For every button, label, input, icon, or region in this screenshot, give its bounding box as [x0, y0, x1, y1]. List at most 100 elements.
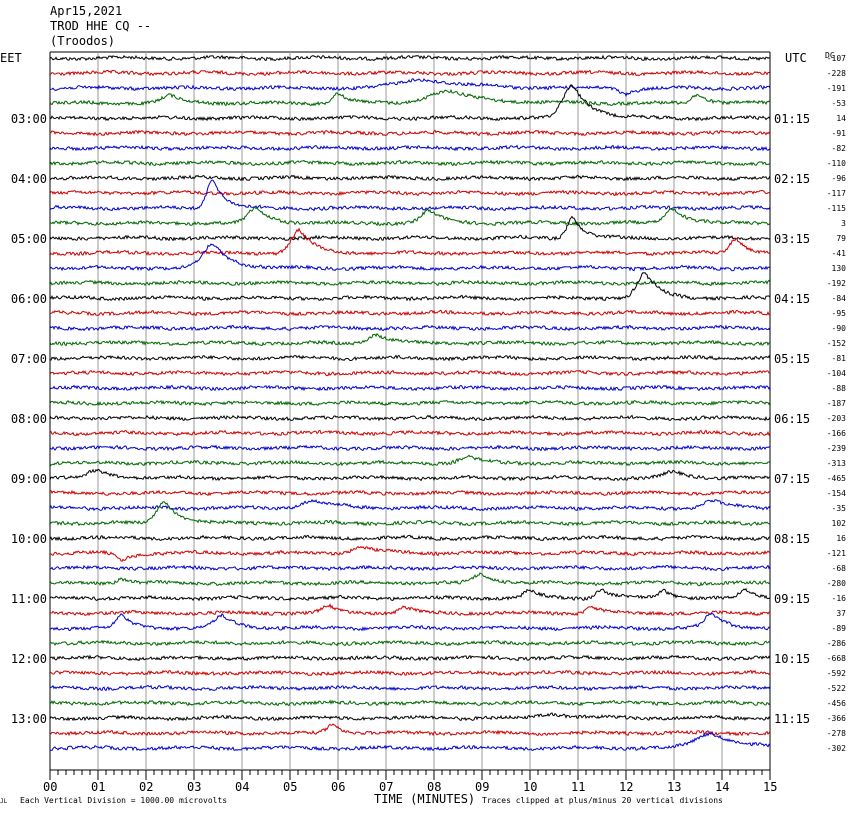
dc-offset-label: -522 — [827, 684, 846, 693]
x-tick-label: 13 — [667, 780, 681, 794]
trace-line — [49, 444, 771, 452]
dc-offset-label: -166 — [827, 429, 846, 438]
dc-offset-label: -302 — [827, 744, 846, 753]
trace-line — [49, 174, 771, 182]
trace-line — [49, 227, 771, 257]
utc-time-label: 10:15 — [774, 652, 810, 666]
header-location: (Troodos) — [50, 34, 116, 48]
dc-offset-label: -53 — [832, 99, 847, 108]
x-tick-label: 02 — [139, 780, 153, 794]
dc-offset-label: -286 — [827, 639, 846, 648]
trace-line — [49, 712, 771, 722]
dc-offset-label: -90 — [832, 324, 847, 333]
trace-line — [49, 309, 771, 317]
dc-offset-label: -115 — [827, 204, 846, 213]
eet-hour-label: 05:00 — [11, 232, 47, 246]
dc-offset-label: -117 — [827, 189, 846, 198]
trace-line — [49, 179, 771, 212]
dc-offset-label: 16 — [836, 534, 846, 543]
eet-label: EET — [0, 51, 22, 65]
utc-time-label: 01:15 — [774, 112, 810, 126]
utc-time-label: 06:15 — [774, 412, 810, 426]
trace-line — [49, 723, 771, 737]
utc-label: UTC — [785, 51, 807, 65]
trace-line — [49, 468, 771, 482]
dc-offset-label: -366 — [827, 714, 846, 723]
dc-offset-label: -592 — [827, 669, 846, 678]
trace-line — [49, 699, 771, 707]
eet-hour-label: 06:00 — [11, 292, 47, 306]
dc-offset-label: -280 — [827, 579, 846, 588]
trace-line — [49, 159, 771, 167]
eet-hour-label: 12:00 — [11, 652, 47, 666]
dc-offset-label: -239 — [827, 444, 846, 453]
dc-offset-label: -110 — [827, 159, 846, 168]
dc-offset-label: -68 — [832, 564, 847, 573]
eet-hour-label: 08:00 — [11, 412, 47, 426]
dc-offset-label: -313 — [827, 459, 846, 468]
header-station: TROD HHE CQ -- — [50, 19, 152, 33]
dc-offset-label: -104 — [827, 369, 846, 378]
x-tick-label: 03 — [187, 780, 201, 794]
trace-line — [49, 279, 771, 287]
utc-time-label: 09:15 — [774, 592, 810, 606]
eet-hour-label: 11:00 — [11, 592, 47, 606]
trace-line — [49, 84, 771, 122]
seismic-traces — [49, 54, 771, 752]
trace-line — [49, 588, 771, 602]
dc-offset-label: 37 — [836, 609, 846, 618]
trace-line — [49, 534, 771, 542]
eet-hour-label: 07:00 — [11, 352, 47, 366]
trace-line — [49, 731, 771, 752]
dc-offset-label: -35 — [832, 504, 847, 513]
dc-label: DC — [825, 51, 835, 60]
dc-offset-label: -456 — [827, 699, 846, 708]
trace-line — [49, 88, 771, 107]
eet-hour-label: 03:00 — [11, 112, 47, 126]
dc-offset-label: -465 — [827, 474, 846, 483]
trace-line — [50, 78, 771, 98]
trace-line — [50, 545, 771, 562]
dc-offset-label: -192 — [827, 279, 846, 288]
dc-offset-label: -96 — [832, 174, 847, 183]
trace-line — [49, 271, 771, 302]
clip-note: Traces clipped at plus/minus 20 vertical… — [482, 796, 723, 805]
dc-offset-label: -121 — [827, 549, 846, 558]
eet-hour-label: 09:00 — [11, 472, 47, 486]
trace-line — [49, 429, 771, 437]
utc-time-label: 03:15 — [774, 232, 810, 246]
trace-line — [49, 399, 771, 407]
dc-offset-label: -152 — [827, 339, 846, 348]
dc-offset-label: -88 — [832, 384, 847, 393]
utc-time-label: 04:15 — [774, 292, 810, 306]
eet-hour-label: 04:00 — [11, 172, 47, 186]
header-date: Apr15,2021 — [50, 4, 123, 18]
trace-line — [49, 215, 771, 242]
dc-offset-label: 79 — [836, 234, 846, 243]
scale-note: Each Vertical Division = 1000.00 microvo… — [20, 796, 227, 805]
dc-offset-label: -16 — [832, 594, 847, 603]
trace-line — [49, 501, 771, 527]
dc-offset-label: -91 — [832, 129, 847, 138]
trace-line — [49, 669, 771, 677]
x-tick-label: 05 — [283, 780, 297, 794]
trace-line — [49, 324, 771, 332]
dc-offset-label: -89 — [832, 624, 847, 633]
dc-offset-label: -82 — [832, 144, 847, 153]
utc-time-label: 08:15 — [774, 532, 810, 546]
x-tick-label: 10 — [523, 780, 537, 794]
eet-hour-label: 13:00 — [11, 712, 47, 726]
trace-line — [49, 654, 771, 662]
trace-line — [49, 369, 771, 377]
utc-time-label: 11:15 — [774, 712, 810, 726]
x-tick-label: 09 — [475, 780, 489, 794]
trace-line — [49, 206, 771, 227]
axis-labels: EET UTC DC TIME (MINUTES) Each Vertical … — [0, 51, 846, 806]
x-tick-label: 08 — [427, 780, 441, 794]
trace-line — [49, 243, 771, 272]
trace-line — [49, 144, 771, 152]
x-tick-label: 06 — [331, 780, 345, 794]
trace-line — [49, 69, 771, 77]
trace-line — [49, 564, 771, 572]
dc-offset-label: -84 — [832, 294, 847, 303]
